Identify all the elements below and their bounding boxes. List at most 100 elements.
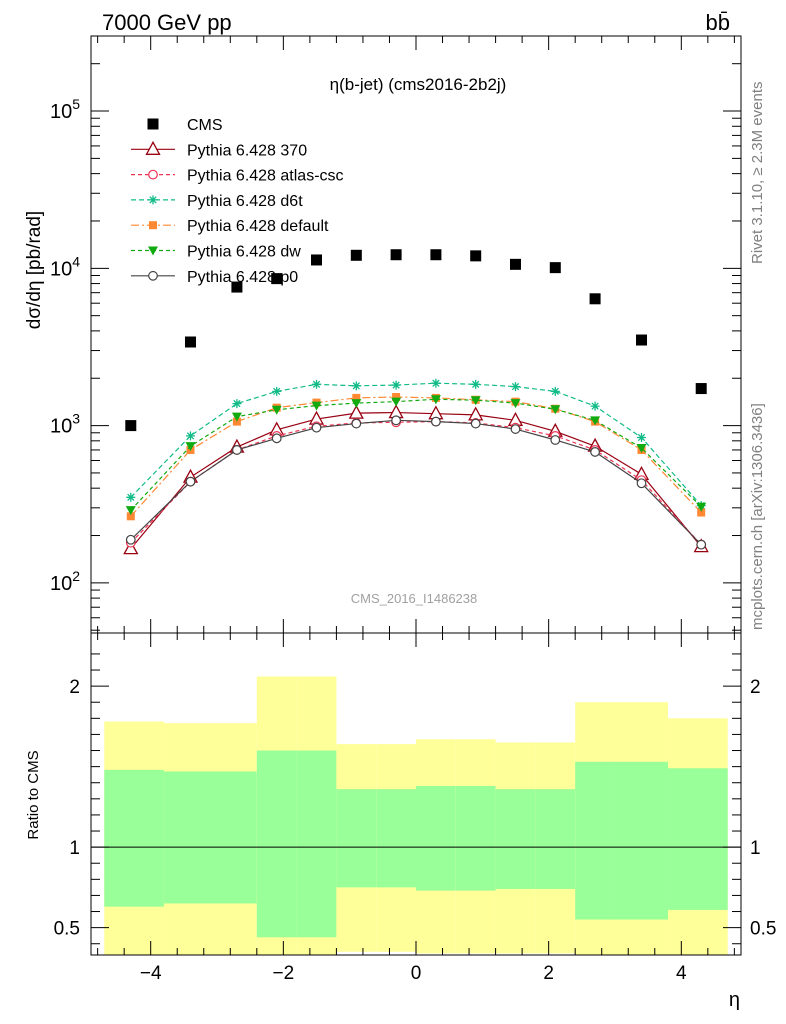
band-inner-10 <box>535 789 576 889</box>
point-d6t-3 <box>272 386 282 396</box>
y-tick-label: 102 <box>50 568 80 595</box>
series-line-dw <box>130 398 702 511</box>
series-d6t <box>126 378 706 511</box>
legend-item-p0: Pythia 6.428 p0 <box>131 269 298 286</box>
point-d6t-2 <box>232 399 242 409</box>
point-dw-3 <box>271 405 282 415</box>
ratio-y-tick-label-right: 2 <box>750 677 761 698</box>
legend-label: Pythia 6.428 default <box>187 218 329 235</box>
point-p0-7 <box>430 416 441 427</box>
point-d6t-6 <box>391 380 401 390</box>
watermark: CMS_2016_I1486238 <box>351 591 478 606</box>
point-p0-2 <box>232 445 242 455</box>
ratio-bands <box>104 676 728 955</box>
x-tick-label: −4 <box>140 963 162 984</box>
point-dw-9 <box>510 399 521 409</box>
band-inner-9 <box>495 789 536 889</box>
legend-label: Pythia 6.428 370 <box>187 142 307 159</box>
point-p0-5 <box>351 418 362 429</box>
point-CMS-5 <box>350 249 362 261</box>
point-dw-12 <box>636 444 647 454</box>
legend-item-CMS: CMS <box>147 117 223 134</box>
series-atlas_csc <box>125 416 707 550</box>
ratio-y-tick-label: 0.5 <box>54 919 80 940</box>
point-CMS-4 <box>311 254 323 266</box>
point-p0-10 <box>550 435 561 445</box>
point-dw-1 <box>185 442 196 452</box>
series-line-p0 <box>130 419 702 546</box>
point-p0-1 <box>185 476 196 487</box>
x-axis-label: η <box>729 989 740 1011</box>
y-tick-label: 104 <box>50 253 80 280</box>
header-left: 7000 GeV pp <box>102 10 232 35</box>
point-CMS-1 <box>184 336 196 348</box>
point-CMS-3 <box>271 273 283 285</box>
legend-item-atlas_csc: Pythia 6.428 atlas-csc <box>131 168 344 185</box>
ratio-axes: −4 −2 0 2 4 0.5 0.5 1 1 2 2 <box>54 632 776 984</box>
legend-label: Pythia 6.428 p0 <box>187 269 298 286</box>
point-d6t-0 <box>126 492 136 502</box>
plot-title: η(b-jet) (cms2016-2b2j) <box>330 75 507 94</box>
point-p0-13 <box>696 539 707 550</box>
point-d6t-8 <box>471 379 481 389</box>
band-inner-6 <box>376 789 416 888</box>
point-p370-0 <box>123 540 139 555</box>
point-CMS-6 <box>390 249 402 261</box>
point-dw-10 <box>550 405 561 415</box>
point-dw-4 <box>311 401 322 411</box>
legend-item-dw: Pythia 6.428 dw <box>131 244 301 261</box>
x-tick-label: 0 <box>411 963 422 984</box>
point-CMS-9 <box>509 258 521 270</box>
band-inner-11 <box>575 761 615 920</box>
point-CMS-8 <box>470 250 482 262</box>
header-right: bb̄ <box>706 10 730 35</box>
legend: CMS Pythia 6.428 370 Pythia 6.428 atlas-cs… <box>131 117 344 286</box>
legend-item-d6t: Pythia 6.428 d6t <box>131 193 303 210</box>
x-tick-label: −2 <box>273 963 295 984</box>
point-p0-12 <box>636 478 647 489</box>
legend-marker <box>148 169 158 180</box>
point-default-13 <box>697 508 706 517</box>
y-tick-label: 103 <box>50 411 80 438</box>
band-inner-3 <box>256 750 297 938</box>
point-d6t-11 <box>590 401 600 411</box>
point-default-0 <box>126 512 135 521</box>
legend-label: CMS <box>187 117 223 134</box>
point-dw-8 <box>470 396 481 406</box>
point-default-5 <box>352 393 361 402</box>
legend-marker <box>148 195 158 205</box>
band-inner-12 <box>614 761 669 920</box>
main-ylabel: dσ/dη [pb/rad] <box>24 211 45 329</box>
point-CMS-12 <box>636 334 648 346</box>
band-inner-5 <box>336 789 377 888</box>
point-d6t-5 <box>351 381 361 391</box>
legend-label: Pythia 6.428 d6t <box>187 193 303 210</box>
point-d6t-7 <box>431 378 441 388</box>
series-default <box>126 392 706 521</box>
legend-label: Pythia 6.428 atlas-csc <box>187 168 344 185</box>
band-inner-0 <box>104 769 164 907</box>
point-dw-13 <box>696 502 707 512</box>
ratio-y-tick-label-right: 0.5 <box>750 919 776 940</box>
series-CMS <box>125 249 707 432</box>
series-line-d6t <box>130 382 702 506</box>
point-CMS-0 <box>125 420 137 432</box>
point-d6t-4 <box>312 379 322 389</box>
x-tick-label: 2 <box>543 963 554 984</box>
ratio-y-tick-label-right: 1 <box>750 838 761 859</box>
point-CMS-2 <box>231 281 243 293</box>
point-d6t-1 <box>185 431 195 441</box>
band-inner-2 <box>217 771 257 904</box>
point-CMS-10 <box>549 262 561 274</box>
point-dw-0 <box>125 506 136 516</box>
series-line-atlas_csc <box>130 421 702 546</box>
point-p0-0 <box>125 534 136 545</box>
legend-label: Pythia 6.428 dw <box>187 244 301 261</box>
point-dw-11 <box>590 416 601 426</box>
legend-marker <box>149 221 157 230</box>
legend-item-default: Pythia 6.428 default <box>131 218 329 235</box>
point-CMS-13 <box>695 383 707 395</box>
point-dw-2 <box>231 412 242 422</box>
band-inner-13 <box>668 768 728 910</box>
